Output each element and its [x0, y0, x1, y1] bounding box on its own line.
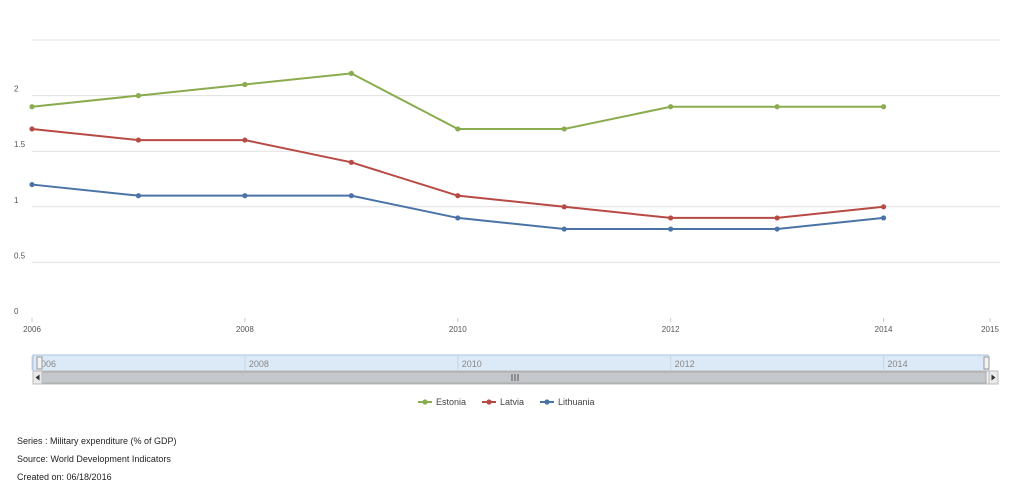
arrow-right-icon — [991, 374, 996, 381]
data-point-latvia — [135, 137, 142, 143]
navigator-right-handle[interactable] — [983, 356, 990, 370]
data-point-lithuania — [135, 193, 142, 199]
data-point-estonia — [880, 104, 887, 110]
navigator-labels: 2006 2008 2010 2012 2014 — [31, 356, 908, 370]
legend-marker-latvia — [486, 399, 492, 405]
navigator-left-handle[interactable] — [36, 356, 43, 370]
x-tick-label: 2008 — [236, 325, 254, 334]
navigator-scrollbar-thumb[interactable] — [41, 371, 987, 384]
y-tick-label: 0 — [14, 307, 19, 316]
data-point-latvia — [455, 193, 461, 199]
data-point-lithuania — [668, 226, 674, 232]
legend: Estonia Latvia Lithuania — [418, 397, 595, 407]
x-axis: 2006 2008 2010 2012 2014 2015 — [23, 318, 999, 334]
series-layer — [29, 70, 887, 232]
data-point-estonia — [242, 81, 248, 88]
chart-grid — [32, 39, 1000, 263]
data-point-estonia — [348, 70, 354, 76]
navigator-selection[interactable] — [32, 354, 989, 372]
data-point-lithuania — [455, 215, 461, 221]
x-tick-label: 2015 — [981, 325, 999, 334]
series-line-estonia — [31, 72, 884, 130]
data-point-lithuania — [242, 193, 248, 199]
navigator-label: 2010 — [462, 359, 482, 369]
data-point-latvia — [880, 204, 887, 210]
navigator-label: 2014 — [888, 359, 908, 369]
data-point-latvia — [29, 126, 35, 132]
data-point-latvia — [668, 215, 674, 221]
legend-label-lithuania: Lithuania — [558, 397, 595, 407]
data-point-estonia — [774, 104, 780, 110]
y-tick-label: 1.5 — [14, 140, 26, 149]
legend-label-latvia: Latvia — [500, 397, 524, 407]
data-point-estonia — [29, 104, 35, 110]
footer-series: Series : Military expenditure (% of GDP) — [17, 436, 177, 446]
footer-source: Source: World Development Indicators — [17, 454, 171, 464]
data-point-latvia — [348, 159, 354, 165]
chart: 00.511.52 2006 2008 2010 2012 2014 2015 2006 2… — [14, 39, 1000, 407]
navigator-label: 2008 — [249, 359, 269, 369]
data-point-lithuania — [880, 215, 887, 221]
grip-icon[interactable] — [511, 374, 519, 381]
x-tick-label: 2014 — [875, 325, 893, 334]
navigator-label: 2012 — [675, 359, 695, 369]
series-line-latvia — [31, 127, 884, 219]
legend-label-estonia: Estonia — [436, 397, 466, 407]
data-point-lithuania — [561, 226, 567, 232]
x-tick-label: 2012 — [662, 325, 680, 334]
x-tick-label: 2010 — [449, 325, 467, 334]
data-point-estonia — [455, 126, 461, 132]
y-tick-label: 2 — [14, 85, 19, 94]
arrow-left-icon — [35, 374, 40, 381]
data-point-estonia — [135, 93, 142, 99]
y-tick-label: 1 — [14, 196, 19, 205]
y-tick-label: 0.5 — [14, 251, 26, 260]
legend-marker-estonia — [422, 399, 428, 405]
navigator-label: 2006 — [36, 359, 56, 369]
data-point-lithuania — [348, 193, 354, 199]
data-point-estonia — [561, 126, 567, 132]
data-point-estonia — [668, 104, 674, 110]
x-tick-label: 2006 — [23, 325, 41, 334]
legend-marker-lithuania — [544, 399, 550, 405]
data-point-latvia — [774, 215, 780, 221]
data-point-latvia — [561, 204, 567, 210]
navigator[interactable]: 2006 2008 2010 2012 2014 — [31, 354, 999, 385]
data-point-latvia — [242, 137, 248, 143]
y-axis: 0 0.5 1 1.5 2 — [14, 85, 26, 316]
data-point-lithuania — [774, 226, 780, 232]
data-point-lithuania — [29, 181, 35, 188]
footer-created: Created on: 06/18/2016 — [17, 472, 112, 482]
